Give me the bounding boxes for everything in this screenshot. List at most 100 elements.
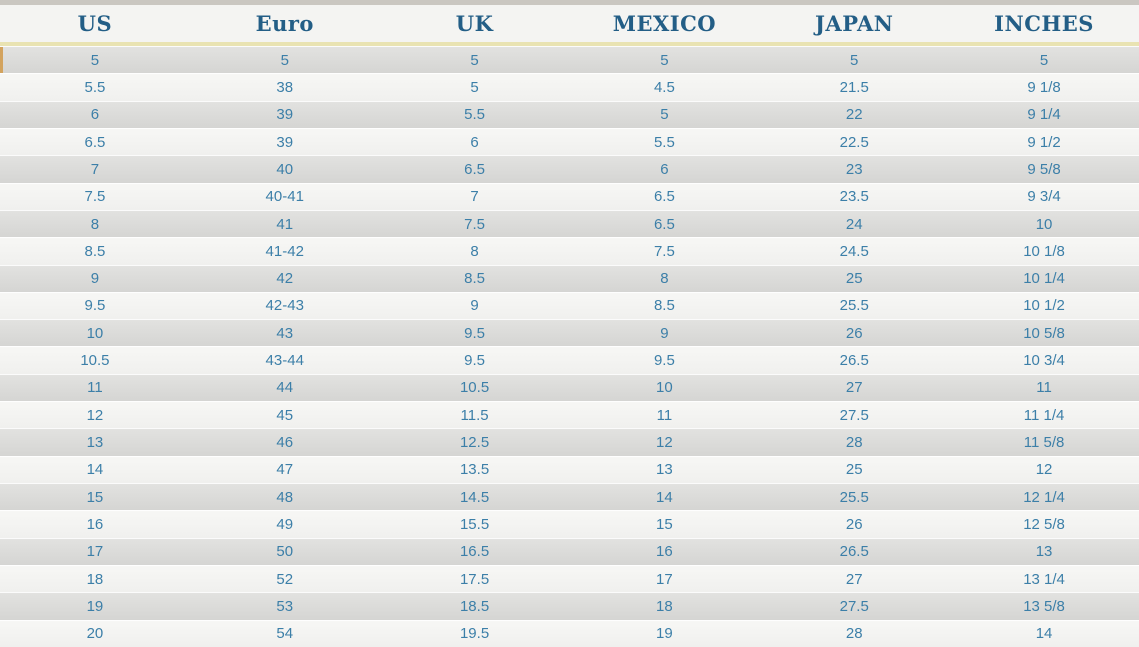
table-cell: 12	[656, 434, 673, 452]
table-cell: 18	[656, 597, 673, 615]
table-cell: 6.5	[653, 215, 675, 233]
table-cell: 15.5	[459, 515, 490, 533]
table-cell: 41	[276, 215, 294, 233]
table-cell: 13 5/8	[1023, 597, 1065, 615]
table-cell: 5	[470, 78, 479, 96]
top-border-strip	[0, 0, 1139, 5]
table-cell: 14	[656, 488, 673, 506]
table-cell: 11 5/8	[1023, 434, 1065, 452]
table-cell: 11	[87, 379, 103, 397]
table-cell: 50	[276, 543, 294, 561]
table-cell: 18	[86, 570, 104, 588]
table-cell: 19.5	[459, 625, 490, 643]
table-row: 16 49 15.5 15 26 12 5/8	[0, 510, 1139, 538]
table-cell: 13	[656, 461, 673, 479]
table-cell: 9 1/4	[1027, 106, 1061, 124]
table-cell: 40	[276, 160, 294, 178]
table-cell: 5.5	[653, 133, 675, 151]
table-cell: 53	[276, 597, 294, 615]
table-row: 14 47 13.5 13 25 12	[0, 455, 1139, 483]
table-cell: 10	[656, 379, 673, 397]
table-cell: 9.5	[653, 352, 675, 370]
table-cell: 25.5	[839, 297, 869, 315]
table-cell: 7.5	[84, 188, 106, 206]
table-cell: 52	[276, 570, 294, 588]
table-cell: 27.5	[839, 597, 869, 615]
table-cell: 23.5	[839, 188, 869, 206]
table-cell: 27	[845, 570, 863, 588]
table-cell: 10 1/8	[1023, 242, 1065, 260]
table-cell: 8.5	[464, 270, 485, 288]
table-cell: 47	[276, 461, 294, 479]
table-row: 8.5 41-42 8 7.5 24.5 10 1/8	[0, 237, 1139, 265]
table-cell: 12 5/8	[1023, 515, 1065, 533]
table-cell: 10 3/4	[1023, 352, 1065, 370]
table-cell: 20	[86, 625, 104, 643]
table-cell: 15	[86, 488, 104, 506]
table-cell: 12	[86, 406, 104, 424]
table-cell: 25.5	[839, 488, 869, 506]
table-cell: 8	[90, 215, 100, 233]
table-cell: 5	[660, 51, 669, 69]
table-cell: 13.5	[459, 461, 490, 479]
table-cell: 18.5	[459, 597, 490, 615]
table-cell: 9.5	[464, 352, 485, 370]
column-header-euro: Euro	[255, 11, 314, 36]
table-row: 18 52 17.5 17 27 13 1/4	[0, 564, 1139, 593]
table-cell: 14.5	[459, 488, 490, 506]
table-cell: 12.5	[459, 434, 490, 452]
column-header-mexico: MEXICO	[612, 11, 717, 36]
table-row: 20 54 19.5 19 28 14	[0, 619, 1139, 647]
table-cell: 9.5	[464, 324, 485, 342]
table-cell: 9	[660, 324, 669, 342]
table-cell: 25	[845, 270, 863, 288]
table-cell: 5	[470, 51, 479, 69]
table-row: 9.5 42-43 9 8.5 25.5 10 1/2	[0, 291, 1139, 320]
table-cell: 11	[1036, 379, 1052, 397]
table-cell: 24	[845, 215, 863, 233]
column-header-us: US	[77, 11, 113, 36]
table-cell: 7	[90, 160, 100, 178]
table-cell: 7.5	[464, 215, 485, 233]
table-cell: 27.5	[839, 406, 869, 424]
table-cell: 26	[845, 324, 863, 342]
table-cell: 10.5	[459, 379, 490, 397]
table-cell: 16	[86, 515, 104, 533]
table-header-row: US Euro UK MEXICO JAPAN INCHES	[0, 5, 1139, 42]
table-cell: 10 1/2	[1023, 297, 1065, 315]
table-cell: 7	[470, 188, 479, 206]
table-row: 7 40 6.5 6 23 9 5/8	[0, 155, 1139, 183]
table-cell: 40-41	[265, 188, 304, 206]
table-cell: 5.5	[464, 106, 485, 124]
row-highlight-tick	[0, 47, 3, 74]
table-cell: 16.5	[459, 543, 490, 561]
table-cell: 42-43	[265, 297, 304, 315]
table-cell: 39	[276, 106, 294, 124]
table-cell: 9	[470, 297, 479, 315]
table-cell: 14	[86, 461, 104, 479]
table-cell: 5	[280, 51, 289, 69]
table-cell: 43-44	[265, 352, 304, 370]
table-row: 13 46 12.5 12 28 11 5/8	[0, 428, 1139, 456]
table-cell: 54	[276, 625, 294, 643]
table-cell: 9 1/2	[1027, 133, 1061, 151]
table-cell: 13	[86, 434, 104, 452]
table-cell: 21.5	[839, 78, 869, 96]
table-body: 5 5 5 5 5 5 5.5 38 5 4.5 21.5 9 1/8 6 39 5.5 5 22 9 1/4 6.…	[0, 46, 1139, 647]
table-cell: 17.5	[459, 570, 490, 588]
table-cell: 13	[1035, 543, 1053, 561]
table-row: 17 50 16.5 16 26.5 13	[0, 537, 1139, 565]
table-cell: 10 1/4	[1023, 270, 1065, 288]
table-cell: 5	[850, 51, 859, 69]
table-cell: 5	[660, 106, 669, 124]
table-row: 10 43 9.5 9 26 10 5/8	[0, 319, 1139, 347]
table-cell: 16	[656, 543, 673, 561]
table-cell: 6	[660, 160, 669, 178]
table-cell: 46	[276, 434, 294, 452]
table-cell: 28	[845, 434, 863, 452]
table-cell: 25	[845, 461, 863, 479]
table-cell: 13 1/4	[1023, 570, 1065, 588]
table-cell: 6	[90, 106, 100, 124]
table-cell: 8.5	[84, 242, 106, 260]
